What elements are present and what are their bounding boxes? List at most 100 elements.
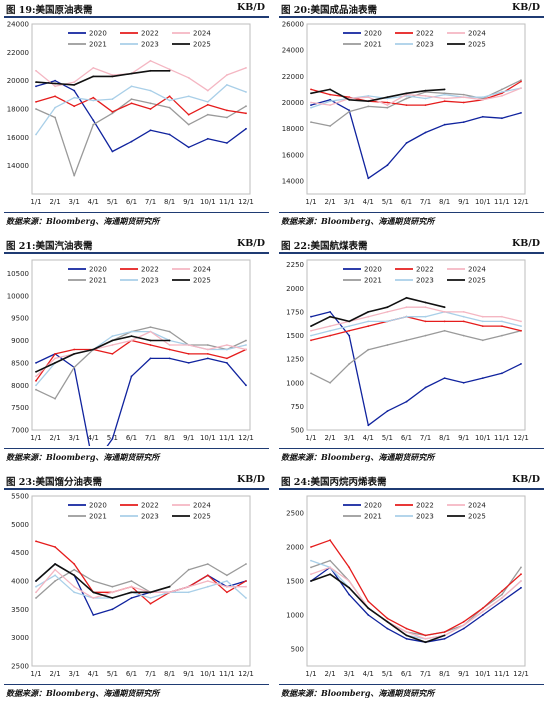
data-point-2025 bbox=[329, 573, 331, 576]
y-tick-label: 8000 bbox=[11, 382, 29, 390]
line-chart: 500 1000 1500 2000 2500 1/1 2/1 3/1 4/1 5/1 6/1 7/1… bbox=[286, 495, 529, 678]
data-point-2024 bbox=[130, 585, 133, 588]
data-point-2023 bbox=[310, 106, 312, 109]
x-tick-label: 4/1 bbox=[363, 670, 374, 678]
x-tick-label: 2/1 bbox=[324, 198, 335, 206]
x-tick-label: 3/1 bbox=[344, 670, 355, 678]
data-point-2024 bbox=[168, 68, 171, 71]
x-tick-label: 8/1 bbox=[439, 434, 450, 442]
legend-label: 2022 bbox=[141, 502, 159, 510]
legend-label: 2024 bbox=[193, 502, 211, 510]
title-rule bbox=[279, 488, 544, 490]
data-point-2022 bbox=[54, 95, 56, 98]
source-rule bbox=[4, 448, 269, 449]
x-tick-label: 9/1 bbox=[458, 670, 469, 678]
y-tick-label: 9000 bbox=[11, 337, 29, 345]
data-point-2022 bbox=[226, 591, 228, 594]
x-tick-label: 3/1 bbox=[344, 434, 355, 442]
x-tick-label: 9/1 bbox=[183, 198, 194, 206]
data-point-2025 bbox=[149, 591, 152, 594]
x-tick-label: 1/1 bbox=[30, 198, 41, 206]
data-point-2023 bbox=[54, 574, 56, 577]
data-point-2025 bbox=[130, 591, 133, 594]
data-point-2023 bbox=[245, 344, 247, 346]
data-point-2024 bbox=[348, 580, 351, 582]
legend-label: 2022 bbox=[141, 30, 159, 38]
data-point-2023 bbox=[111, 98, 114, 100]
x-tick-label: 7/1 bbox=[145, 670, 156, 678]
line-chart: 14000 16000 18000 20000 22000 24000 26000 1/1 2/… bbox=[282, 21, 529, 207]
x-tick-label: 3/1 bbox=[69, 198, 80, 206]
legend-label: 2024 bbox=[468, 30, 486, 38]
y-tick-label: 7500 bbox=[11, 404, 29, 412]
data-point-2024 bbox=[367, 96, 370, 99]
legend-label: 2023 bbox=[141, 513, 159, 521]
data-point-2023 bbox=[501, 320, 503, 323]
data-point-2020 bbox=[54, 79, 56, 82]
data-point-2022 bbox=[310, 88, 312, 91]
data-point-2022 bbox=[54, 353, 56, 355]
title-rule bbox=[279, 252, 544, 254]
data-point-2021 bbox=[73, 174, 76, 177]
legend-label: 2024 bbox=[468, 502, 486, 510]
data-point-2022 bbox=[424, 320, 427, 323]
data-point-2023 bbox=[443, 93, 446, 96]
data-point-2025 bbox=[111, 75, 114, 78]
x-tick-label: 3/1 bbox=[69, 670, 80, 678]
data-point-2024 bbox=[462, 624, 465, 627]
chart-unit: KB/D bbox=[237, 238, 265, 249]
data-point-2023 bbox=[35, 585, 37, 588]
data-point-2020 bbox=[111, 608, 114, 611]
data-point-2022 bbox=[386, 617, 389, 620]
data-point-2020 bbox=[130, 140, 133, 143]
series-line-2022 bbox=[35, 339, 247, 382]
data-point-2024 bbox=[481, 610, 484, 613]
data-point-2020 bbox=[386, 410, 389, 412]
data-point-2023 bbox=[187, 95, 190, 98]
data-point-2022 bbox=[520, 573, 522, 576]
y-tick-label: 20000 bbox=[282, 99, 304, 107]
data-point-2024 bbox=[130, 339, 133, 342]
line-chart: 14000 16000 18000 20000 22000 24000 1/1 2/1 3/1 4… bbox=[7, 21, 254, 207]
data-point-2022 bbox=[111, 353, 114, 355]
x-tick-label: 7/1 bbox=[420, 670, 431, 678]
y-tick-label: 8500 bbox=[11, 359, 29, 367]
data-point-2025 bbox=[367, 311, 370, 313]
y-tick-label: 14000 bbox=[7, 162, 29, 170]
data-point-2025 bbox=[310, 92, 312, 95]
data-point-2021 bbox=[206, 563, 209, 565]
data-point-2021 bbox=[481, 97, 484, 100]
data-point-2022 bbox=[73, 105, 76, 108]
series-line-2024 bbox=[310, 306, 522, 332]
data-point-2022 bbox=[481, 325, 484, 327]
data-point-2024 bbox=[168, 591, 171, 594]
data-point-2022 bbox=[348, 96, 351, 99]
data-point-2021 bbox=[329, 381, 331, 384]
data-point-2024 bbox=[329, 566, 331, 569]
data-point-2020 bbox=[149, 357, 152, 360]
data-point-2020 bbox=[443, 123, 446, 126]
data-point-2024 bbox=[35, 69, 37, 72]
data-point-2021 bbox=[35, 388, 37, 391]
data-point-2020 bbox=[481, 377, 484, 379]
x-tick-label: 10/1 bbox=[200, 670, 216, 678]
chart-panel-21: 图 21:美国汽油表需 KB/D 7000 7500 8000 8500 9000 950… bbox=[0, 236, 275, 472]
x-tick-label: 6/1 bbox=[126, 198, 137, 206]
data-point-2022 bbox=[149, 344, 152, 346]
series-line-2020 bbox=[35, 80, 247, 153]
y-tick-label: 22000 bbox=[282, 73, 304, 81]
chart-source: 数据来源：Bloomberg、海通期货研究所 bbox=[281, 216, 435, 226]
data-point-2025 bbox=[73, 574, 76, 577]
y-tick-label: 500 bbox=[291, 427, 304, 435]
data-point-2021 bbox=[405, 339, 408, 342]
x-tick-label: 1/1 bbox=[305, 198, 316, 206]
data-point-2020 bbox=[73, 89, 76, 92]
data-point-2022 bbox=[348, 566, 351, 569]
y-tick-label: 4000 bbox=[11, 578, 29, 586]
data-point-2024 bbox=[367, 315, 370, 318]
x-tick-label: 2/1 bbox=[324, 434, 335, 442]
line-chart: 500 750 1000 1250 1500 1750 2000 2250 1/1 2/1 3/1 4… bbox=[286, 259, 529, 442]
data-point-2025 bbox=[405, 92, 408, 95]
x-tick-label: 6/1 bbox=[401, 198, 412, 206]
data-point-2021 bbox=[187, 123, 190, 126]
